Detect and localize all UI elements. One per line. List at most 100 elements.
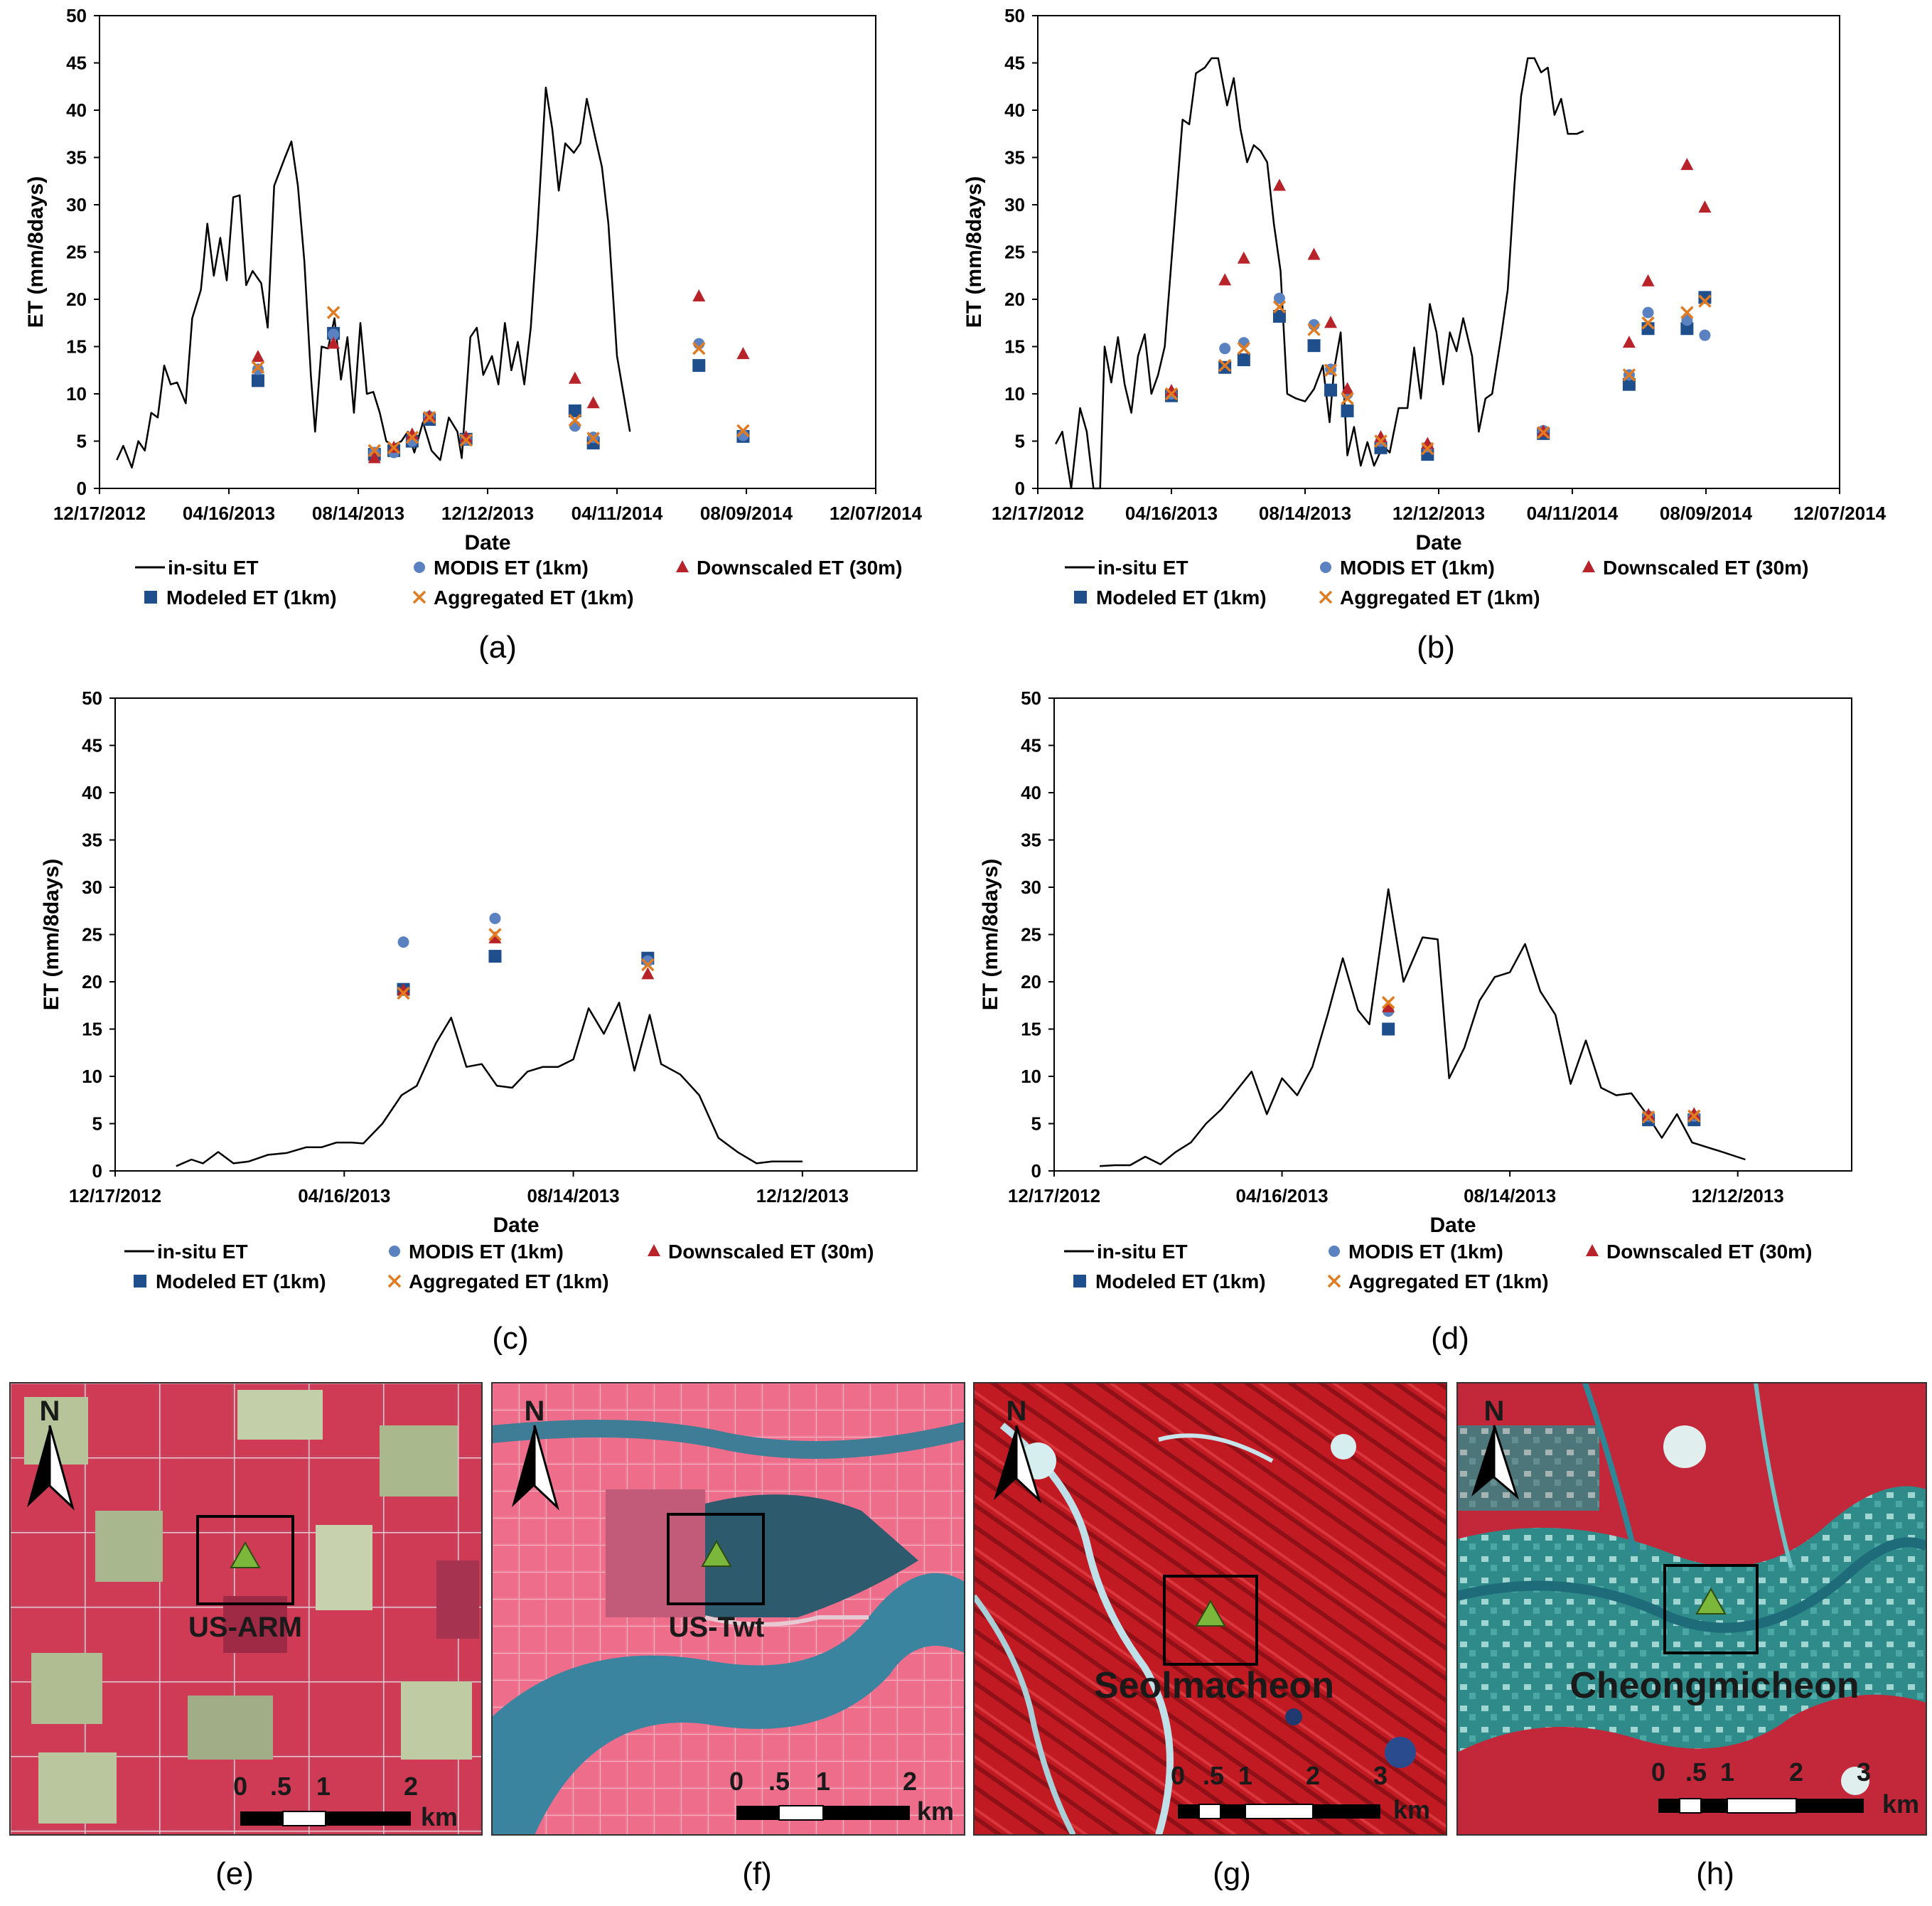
- y-tick-label: 50: [1021, 687, 1041, 709]
- legend-downscaled-swatch: [1586, 1244, 1599, 1256]
- site-triangle-icon: [701, 1539, 732, 1567]
- svg-text:km: km: [421, 1802, 458, 1831]
- aggregated-et-point: [367, 444, 381, 458]
- svg-text:km: km: [917, 1797, 954, 1826]
- y-tick-label: 10: [1021, 1066, 1041, 1087]
- downscaled-et-point: [1698, 200, 1712, 213]
- downscaled-et-point: [568, 371, 581, 384]
- downscaled-et-point: [423, 409, 436, 422]
- modeled-et-point: [1698, 291, 1712, 304]
- svg-text:.5: .5: [768, 1767, 790, 1796]
- map-panel-f: US-Twt N 0 .5 1 2 km (f): [491, 1382, 965, 1891]
- y-tick-label: 50: [82, 687, 102, 709]
- modeled-et-point: [1680, 322, 1694, 336]
- aggregated-et-point: [1641, 316, 1655, 330]
- downscaled-et-point: [367, 451, 381, 464]
- aggregated-et-point: [1680, 306, 1694, 319]
- scale-bar: 0 .5 1 2 3 km: [1171, 1761, 1430, 1824]
- legend-modeled-swatch: [1073, 1275, 1086, 1287]
- downscaled-et-point: [586, 396, 600, 409]
- svg-text:0: 0: [729, 1767, 744, 1796]
- downscaled-et-point: [1537, 424, 1550, 437]
- modeled-et-point: [1382, 1022, 1395, 1036]
- x-axis-label: Date: [1415, 531, 1461, 555]
- legend-insitu-label: in-situ ET: [1098, 557, 1188, 579]
- modis-et-point: [1699, 329, 1711, 341]
- y-tick-label: 20: [1004, 289, 1025, 310]
- y-tick-label: 30: [1021, 877, 1041, 898]
- aggregated-et-point: [1341, 392, 1354, 405]
- downscaled-et-point: [692, 289, 706, 302]
- aggregated-et-point: [1641, 1110, 1655, 1124]
- modeled-et-point: [1218, 360, 1232, 374]
- x-tick-label: 12/07/2014: [1793, 503, 1887, 524]
- downscaled-et-point: [1307, 247, 1321, 260]
- y-tick-label: 5: [92, 1113, 102, 1135]
- map-panel-e: US-ARM N 0 .5 1 2 km (e): [9, 1382, 483, 1891]
- x-tick-label: 04/11/2014: [571, 503, 663, 524]
- y-tick-label: 25: [1021, 924, 1041, 946]
- aggregated-et-point: [422, 411, 436, 424]
- site-label: US-Twt: [669, 1612, 765, 1643]
- legend-modis-label: MODIS ET (1km): [1340, 557, 1495, 579]
- x-tick-label: 04/16/2013: [298, 1185, 390, 1206]
- y-axis-label: ET (mm/8days): [979, 859, 1002, 1010]
- map-panel-h: Cheongmicheon N 0 .5 1 2 3 km (h): [1456, 1382, 1927, 1891]
- aggregated-et-point: [459, 433, 473, 447]
- scale-bar: 0 .5 1 2 km: [729, 1767, 954, 1826]
- downscaled-et-point: [1641, 274, 1655, 287]
- y-tick-label: 20: [1021, 971, 1041, 992]
- aggregated-et-point: [1421, 441, 1434, 456]
- aggregated-et-point: [1272, 300, 1287, 314]
- legend-aggregated-label: Aggregated ET (1km): [1340, 587, 1540, 609]
- y-tick-label: 45: [66, 53, 87, 74]
- legend-modis-label: MODIS ET (1km): [1348, 1241, 1503, 1263]
- x-tick-label: 04/11/2014: [1527, 503, 1619, 524]
- modis-et-point: [1273, 292, 1285, 304]
- north-arrow-icon: [994, 1425, 1042, 1504]
- y-tick-label: 0: [92, 1160, 102, 1182]
- downscaled-et-point: [1622, 336, 1636, 348]
- aggregated-et-point: [1307, 323, 1321, 336]
- legend-modeled-label: Modeled ET (1km): [1095, 1270, 1266, 1292]
- legend-modis-label: MODIS ET (1km): [434, 557, 589, 579]
- downscaled-et-point: [1687, 1107, 1701, 1120]
- north-label: N: [1007, 1396, 1027, 1427]
- modeled-et-point: [1307, 339, 1321, 353]
- svg-text:.5: .5: [1203, 1761, 1224, 1790]
- svg-text:km: km: [1393, 1795, 1430, 1824]
- legend-modeled-swatch: [1074, 591, 1087, 604]
- svg-text:.5: .5: [270, 1772, 291, 1801]
- chart-panel-a: 0 5 10 15 20 25 30 35 40 45 50 12/17/2012 04/16/2013…: [24, 5, 923, 609]
- aggregated-et-point: [326, 306, 340, 319]
- svg-text:2: 2: [404, 1772, 418, 1801]
- site-label: Seolmacheon: [1094, 1665, 1334, 1706]
- y-axis-label: ET (mm/8days): [40, 859, 63, 1010]
- y-tick-label: 20: [66, 289, 87, 310]
- y-tick-label: 40: [1004, 100, 1025, 121]
- aggregated-et-point: [1237, 341, 1251, 355]
- x-tick-label: 12/12/2013: [1392, 503, 1485, 524]
- aggregated-et-point: [1537, 426, 1550, 439]
- modis-et-point: [397, 936, 409, 948]
- modeled-et-point: [692, 359, 706, 373]
- insitu-et-line: [116, 86, 631, 469]
- legend-downscaled-swatch: [648, 1244, 660, 1256]
- svg-text:km: km: [1882, 1789, 1919, 1819]
- svg-text:2: 2: [1306, 1761, 1320, 1790]
- downscaled-et-point: [1382, 1000, 1395, 1012]
- x-tick-label: 08/14/2013: [1259, 503, 1351, 524]
- x-tick-label: 04/16/2013: [183, 503, 275, 524]
- y-tick-label: 15: [66, 336, 87, 358]
- modeled-et-point: [568, 404, 581, 417]
- y-tick-label: 15: [1004, 336, 1025, 358]
- legend-aggregated-swatch: [387, 1274, 402, 1288]
- y-tick-label: 5: [1031, 1113, 1041, 1135]
- downscaled-et-point: [251, 350, 264, 363]
- svg-text:1: 1: [816, 1767, 830, 1796]
- panel-label-h: (h): [1696, 1856, 1734, 1891]
- modeled-et-point: [1237, 353, 1250, 367]
- y-tick-label: 35: [66, 147, 87, 168]
- svg-text:2: 2: [903, 1767, 917, 1796]
